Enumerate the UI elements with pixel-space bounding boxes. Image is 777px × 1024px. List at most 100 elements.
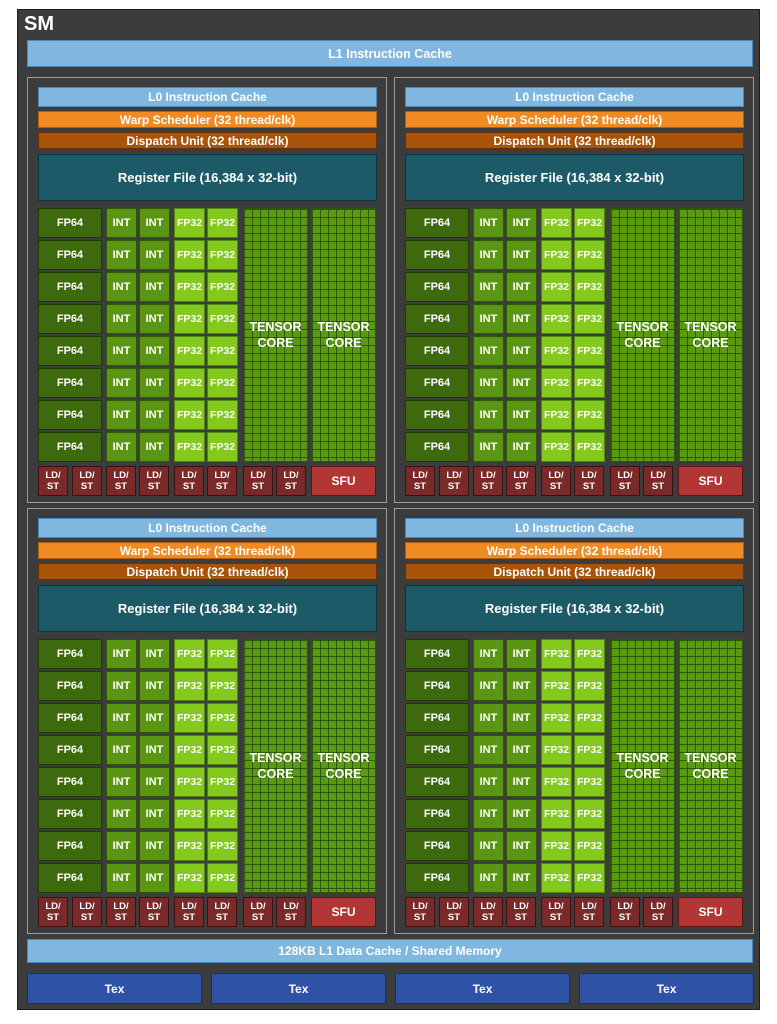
int-unit: INT	[106, 304, 137, 334]
fp32-unit: FP32	[574, 703, 605, 733]
int-unit: INT	[139, 336, 170, 366]
sm-title: SM	[24, 13, 54, 35]
int-unit: INT	[473, 368, 504, 398]
tensor-core: TENSOR CORE	[243, 639, 308, 893]
int-unit: INT	[106, 368, 137, 398]
int-unit: INT	[139, 304, 170, 334]
fp64-unit: FP64	[405, 671, 469, 701]
fp32-unit: FP32	[574, 240, 605, 270]
fp32-unit: FP32	[541, 208, 572, 238]
processing-block: L0 Instruction Cache Warp Scheduler (32 t…	[27, 508, 387, 934]
int-unit: INT	[506, 208, 537, 238]
tensor-core-label: TENSOR CORE	[616, 320, 669, 350]
int-unit: INT	[506, 671, 537, 701]
int-unit: INT	[506, 432, 537, 462]
int-unit: INT	[106, 639, 137, 669]
fp64-unit: FP64	[405, 432, 469, 462]
fp32-unit: FP32	[541, 767, 572, 797]
int-unit: INT	[473, 767, 504, 797]
fp64-unit: FP64	[38, 304, 102, 334]
int-unit: INT	[473, 208, 504, 238]
fp64-unit: FP64	[405, 400, 469, 430]
l0-instruction-cache: L0 Instruction Cache	[405, 87, 744, 107]
ld-st-unit: LD/ ST	[38, 466, 68, 496]
int-unit: INT	[106, 400, 137, 430]
dispatch-unit: Dispatch Unit (32 thread/clk)	[405, 563, 744, 580]
fp32-unit: FP32	[174, 368, 205, 398]
fp64-unit: FP64	[38, 703, 102, 733]
tensor-core: TENSOR CORE	[243, 208, 308, 462]
fp32-unit: FP32	[174, 432, 205, 462]
ld-st-unit: LD/ ST	[276, 466, 306, 496]
int-unit: INT	[106, 703, 137, 733]
fp64-unit: FP64	[38, 432, 102, 462]
ld-st-unit: LD/ ST	[72, 897, 102, 927]
ld-st-unit: LD/ ST	[439, 466, 469, 496]
int-unit: INT	[139, 767, 170, 797]
int-unit: INT	[506, 831, 537, 861]
register-file: Register File (16,384 x 32-bit)	[405, 154, 744, 201]
int-unit: INT	[139, 831, 170, 861]
fp64-unit: FP64	[405, 368, 469, 398]
int-unit: INT	[473, 240, 504, 270]
fp32-unit: FP32	[207, 336, 238, 366]
fp32-unit: FP32	[541, 432, 572, 462]
ld-st-unit: LD/ ST	[405, 897, 435, 927]
fp64-unit: FP64	[405, 799, 469, 829]
fp32-unit: FP32	[207, 432, 238, 462]
fp32-unit: FP32	[574, 767, 605, 797]
ld-st-unit: LD/ ST	[207, 466, 237, 496]
ld-st-unit: LD/ ST	[276, 897, 306, 927]
fp32-unit: FP32	[174, 240, 205, 270]
int-unit: INT	[106, 671, 137, 701]
ld-st-unit: LD/ ST	[473, 897, 503, 927]
fp64-unit: FP64	[38, 272, 102, 302]
int-unit: INT	[139, 703, 170, 733]
register-file: Register File (16,384 x 32-bit)	[405, 585, 744, 632]
fp32-unit: FP32	[574, 432, 605, 462]
int-unit: INT	[139, 432, 170, 462]
dispatch-unit: Dispatch Unit (32 thread/clk)	[405, 132, 744, 149]
fp32-unit: FP32	[207, 240, 238, 270]
int-unit: INT	[506, 799, 537, 829]
fp64-unit: FP64	[38, 831, 102, 861]
ld-st-unit: LD/ ST	[541, 466, 571, 496]
fp64-unit: FP64	[38, 671, 102, 701]
int-unit: INT	[106, 336, 137, 366]
tensor-core-label: TENSOR CORE	[616, 751, 669, 781]
fp64-unit: FP64	[38, 735, 102, 765]
fp64-unit: FP64	[405, 767, 469, 797]
fp64-unit: FP64	[405, 639, 469, 669]
fp32-unit: FP32	[174, 336, 205, 366]
fp64-unit: FP64	[405, 240, 469, 270]
fp32-unit: FP32	[207, 863, 238, 893]
register-file: Register File (16,384 x 32-bit)	[38, 585, 377, 632]
int-unit: INT	[506, 735, 537, 765]
fp64-unit: FP64	[405, 272, 469, 302]
fp32-unit: FP32	[574, 735, 605, 765]
fp32-unit: FP32	[541, 863, 572, 893]
int-unit: INT	[106, 735, 137, 765]
fp64-unit: FP64	[38, 368, 102, 398]
fp32-unit: FP32	[174, 671, 205, 701]
tensor-core-label: TENSOR CORE	[684, 751, 737, 781]
register-file: Register File (16,384 x 32-bit)	[38, 154, 377, 201]
int-unit: INT	[106, 831, 137, 861]
fp64-unit: FP64	[405, 831, 469, 861]
fp64-unit: FP64	[38, 767, 102, 797]
ld-st-unit: LD/ ST	[174, 897, 204, 927]
fp32-unit: FP32	[574, 671, 605, 701]
fp32-unit: FP32	[174, 831, 205, 861]
tex-unit: Tex	[395, 973, 570, 1004]
ld-st-unit: LD/ ST	[439, 897, 469, 927]
fp32-unit: FP32	[207, 671, 238, 701]
ld-st-unit: LD/ ST	[106, 466, 136, 496]
ld-st-unit: LD/ ST	[643, 466, 673, 496]
fp32-unit: FP32	[574, 831, 605, 861]
fp64-unit: FP64	[38, 400, 102, 430]
fp64-unit: FP64	[38, 863, 102, 893]
int-unit: INT	[139, 799, 170, 829]
fp32-unit: FP32	[207, 831, 238, 861]
fp32-unit: FP32	[207, 767, 238, 797]
fp32-unit: FP32	[174, 304, 205, 334]
